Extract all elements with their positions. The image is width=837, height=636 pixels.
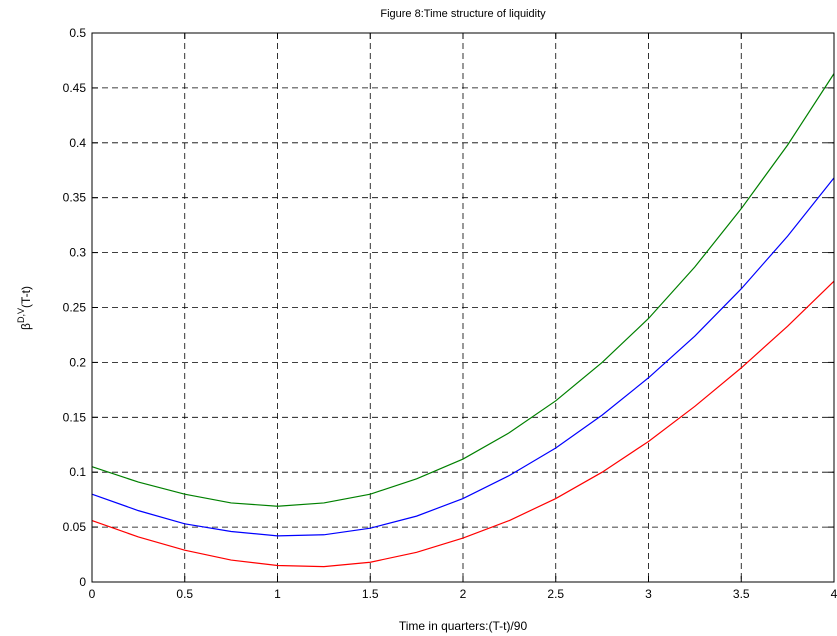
y-tick-label: 0.15 bbox=[63, 410, 87, 424]
y-tick-label: 0.25 bbox=[63, 301, 87, 315]
plot-frame bbox=[91, 32, 835, 583]
x-tick-label: 0.5 bbox=[176, 587, 193, 601]
y-tick-label: 0.1 bbox=[69, 465, 86, 479]
y-label-sup: D,V bbox=[16, 308, 26, 323]
series-line bbox=[91, 73, 835, 507]
y-tick-label: 0.3 bbox=[69, 246, 86, 260]
y-axis-label: βD,V(T-t) bbox=[16, 286, 33, 330]
y-label-base: β bbox=[19, 323, 33, 330]
y-tick-label: 0.4 bbox=[69, 136, 86, 150]
chart-title: Figure 8:Time structure of liquidity bbox=[380, 8, 546, 20]
x-tick-label: 2.5 bbox=[547, 587, 564, 601]
x-tick-label: 1.5 bbox=[362, 587, 379, 601]
x-tick-label: 3 bbox=[645, 587, 652, 601]
y-tick-label: 0.35 bbox=[63, 191, 87, 205]
y-tick-label: 0.45 bbox=[63, 81, 87, 95]
y-label-rest: (T-t) bbox=[19, 286, 33, 308]
x-tick-label: 2 bbox=[460, 587, 467, 601]
x-tick-label: 1 bbox=[274, 587, 281, 601]
x-tick-label: 0 bbox=[89, 587, 96, 601]
y-tick-label: 0.05 bbox=[63, 520, 87, 534]
x-tick-label: 3.5 bbox=[733, 587, 750, 601]
x-tick-label: 4 bbox=[831, 587, 837, 601]
x-axis-label: Time in quarters:(T-t)/90 bbox=[399, 619, 528, 633]
y-tick-label: 0.5 bbox=[69, 26, 86, 40]
series-line bbox=[91, 177, 835, 537]
y-tick-label: 0.2 bbox=[69, 355, 86, 369]
y-tick-label: 0 bbox=[79, 575, 86, 589]
series-line bbox=[91, 280, 835, 568]
